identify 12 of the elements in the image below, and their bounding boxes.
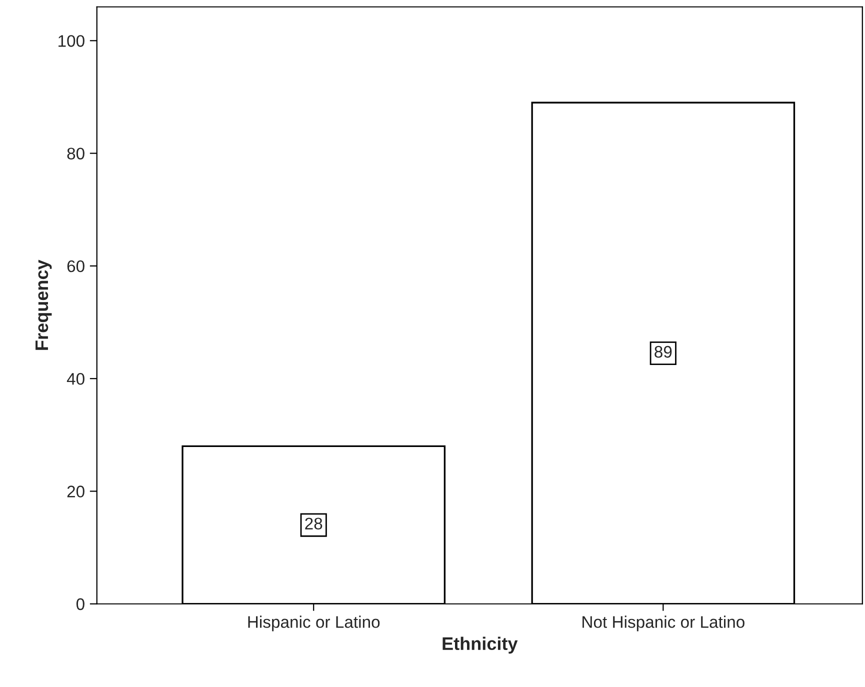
y-tick-label: 0 xyxy=(76,598,84,610)
x-axis-title: Ethnicity xyxy=(442,636,518,654)
y-tick-label: 80 xyxy=(67,148,84,160)
y-axis-title: Frequency xyxy=(36,260,52,350)
data-label: 28 xyxy=(305,518,322,530)
y-tick-label: 20 xyxy=(67,486,84,498)
data-label: 89 xyxy=(654,346,672,358)
y-tick-label: 40 xyxy=(66,372,84,385)
x-tick-label: Hispanic or Latino xyxy=(248,616,380,632)
y-tick-label: 60 xyxy=(67,260,84,272)
y-tick-label: 100 xyxy=(58,35,84,47)
x-tick-label: Not Hispanic or Latino xyxy=(582,616,744,632)
